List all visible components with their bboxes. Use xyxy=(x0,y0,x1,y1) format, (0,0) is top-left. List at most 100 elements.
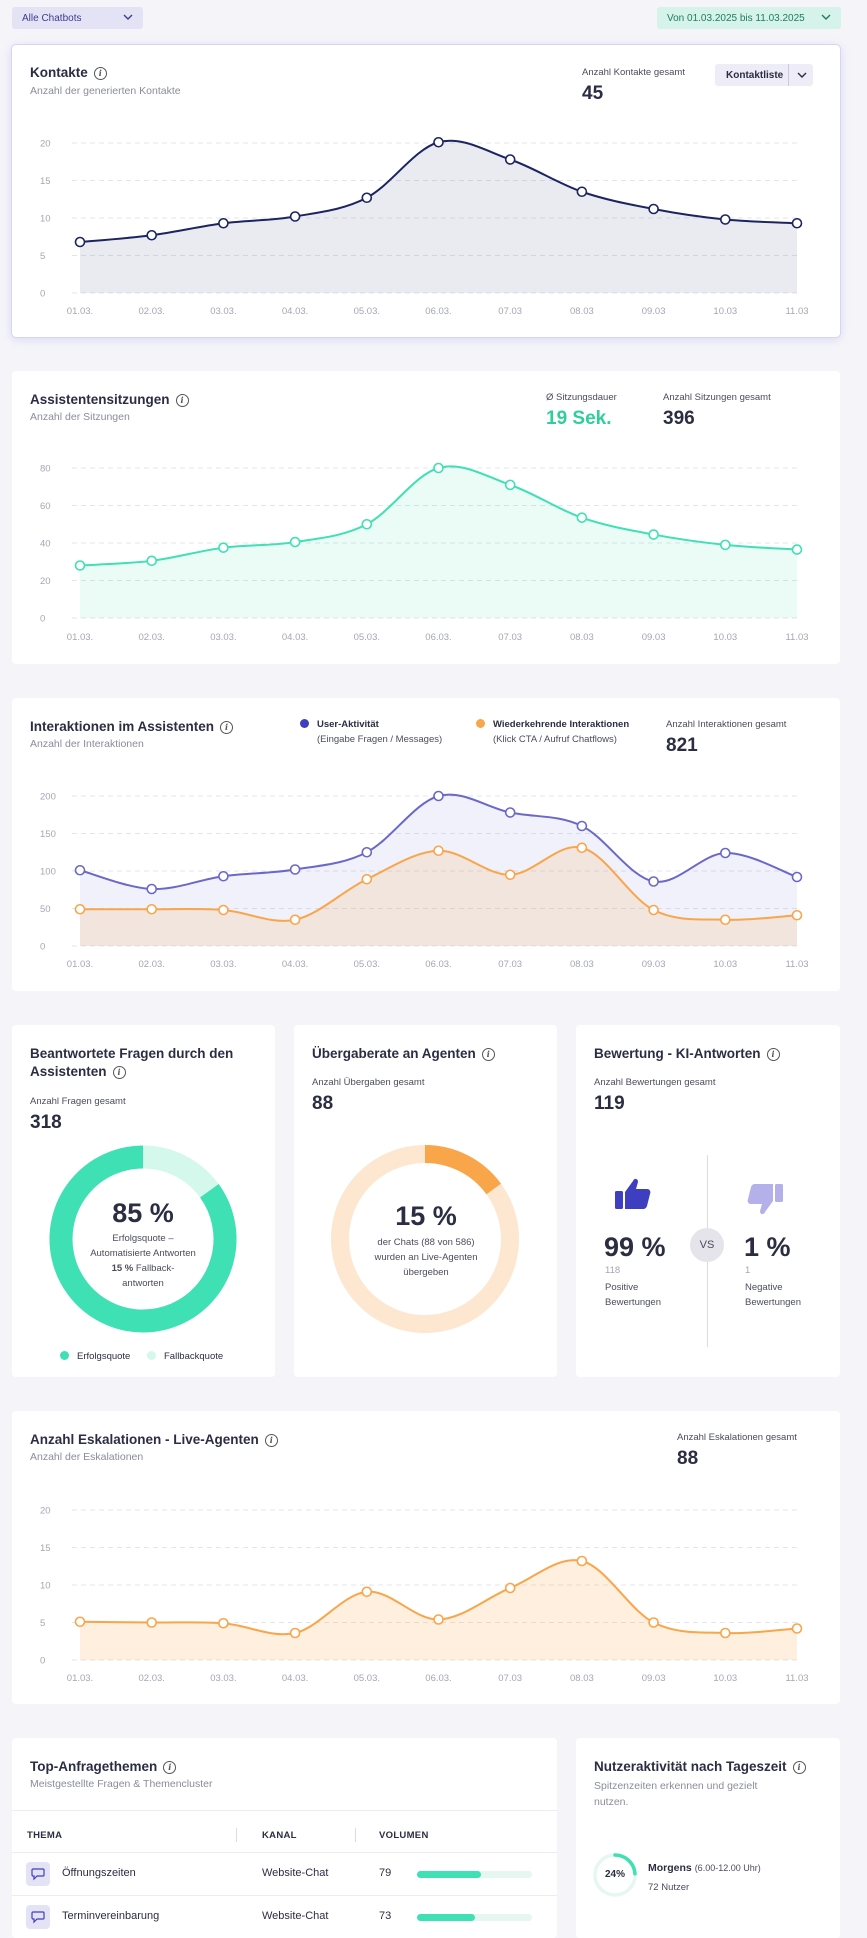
x-tick-label: 03.03. xyxy=(210,306,236,317)
data-point xyxy=(504,869,516,881)
y-tick-label: 20 xyxy=(40,139,51,150)
table-row[interactable]: Terminvereinbarung Website-Chat 73 xyxy=(12,1896,557,1938)
x-tick-label: 02.03. xyxy=(138,959,164,970)
kontaktliste-button[interactable]: Kontaktliste xyxy=(715,64,813,86)
info-icon[interactable]: i xyxy=(264,1434,278,1447)
info-icon[interactable]: i xyxy=(792,1761,806,1774)
data-point xyxy=(433,1614,444,1625)
info-icon[interactable]: i xyxy=(220,721,234,734)
data-point xyxy=(218,904,229,916)
nutzeraktivitaet-subtitle: Spitzenzeiten erkennen und gezielt nutzen… xyxy=(594,1780,758,1808)
fragen-card: Beantwortete Fragen durch den Assistente… xyxy=(12,1025,275,1377)
x-tick-label: 09.03 xyxy=(642,306,666,317)
data-point xyxy=(146,883,157,895)
y-tick-label: 20 xyxy=(40,576,51,587)
x-tick-label: 03.03. xyxy=(210,632,236,643)
x-tick-label: 07.03 xyxy=(498,306,522,317)
x-tick-label: 08.03 xyxy=(570,632,594,643)
data-point xyxy=(791,1623,803,1634)
series-area xyxy=(80,794,797,946)
interaktionen-total-label: Anzahl Interaktionen gesamt xyxy=(666,719,787,730)
y-tick-label: 40 xyxy=(40,539,51,550)
x-tick-label: 08.03 xyxy=(570,1673,594,1684)
chat-bubble-icon xyxy=(26,1862,50,1886)
interaktionen-card: Interaktionen im Assistenten i Anzahl der… xyxy=(12,698,840,991)
data-point xyxy=(576,512,588,523)
y-tick-label: 15 xyxy=(40,1543,51,1554)
data-point xyxy=(146,229,157,241)
sitzungen-total-value: 396 xyxy=(663,408,695,429)
info-icon[interactable]: i xyxy=(93,67,107,80)
data-point xyxy=(648,203,659,215)
chatbot-select[interactable]: Alle Chatbots xyxy=(12,7,143,29)
y-tick-label: 0 xyxy=(40,942,45,953)
positive-percent: 99 % xyxy=(604,1232,666,1262)
data-point xyxy=(576,842,588,854)
y-tick-label: 50 xyxy=(40,904,51,915)
data-point xyxy=(433,845,444,857)
fragen-total-value: 318 xyxy=(30,1112,62,1133)
ring-progress xyxy=(613,1853,637,1876)
data-point xyxy=(433,462,444,474)
chevron-down-icon[interactable] xyxy=(788,64,813,86)
kontakte-card: Kontakte i Anzahl der generierten Kontakt… xyxy=(12,45,840,337)
data-point xyxy=(791,217,803,229)
info-icon[interactable]: i xyxy=(175,394,189,407)
volume-bar-fill xyxy=(417,1914,475,1921)
sitzungen-title: Assistentensitzungen i xyxy=(30,391,189,409)
positive-count: 118 xyxy=(605,1265,621,1276)
volume-bar xyxy=(417,1871,532,1878)
data-point xyxy=(648,1617,659,1628)
info-icon[interactable]: i xyxy=(163,1761,177,1774)
x-tick-label: 09.03 xyxy=(642,959,666,970)
data-point xyxy=(791,544,803,555)
chevron-down-icon xyxy=(123,12,133,25)
date-range-select[interactable]: Von 01.03.2025 bis 11.03.2025 xyxy=(657,7,841,29)
x-tick-label: 11.03 xyxy=(785,306,808,317)
sitzungen-card: Assistentensitzungen i Anzahl der Sitzung… xyxy=(12,371,840,664)
divider xyxy=(355,1828,356,1842)
col-header-volumen: VOLUMEN xyxy=(379,1830,429,1841)
x-tick-label: 07.03 xyxy=(498,959,522,970)
data-point xyxy=(504,154,516,165)
x-tick-label: 10.03 xyxy=(713,632,737,643)
info-icon[interactable]: i xyxy=(481,1048,495,1061)
x-tick-label: 09.03 xyxy=(642,1673,666,1684)
legend-returning-interactions: Wiederkehrende Interaktionen (Klick CTA … xyxy=(476,719,629,745)
bewertung-title: Bewertung - KI-Antworten i xyxy=(594,1045,780,1063)
info-icon[interactable]: i xyxy=(766,1048,780,1061)
series-area xyxy=(80,847,797,946)
info-icon[interactable]: i xyxy=(112,1066,126,1079)
x-tick-label: 02.03. xyxy=(138,632,164,643)
legend-dot xyxy=(147,1351,156,1360)
chevron-down-icon xyxy=(821,12,831,25)
sitzungsdauer-value: 19 Sek. xyxy=(546,408,612,429)
uebergabe-total-label: Anzahl Übergaben gesamt xyxy=(312,1077,425,1088)
x-tick-label: 11.03 xyxy=(785,1673,808,1684)
data-point xyxy=(361,846,373,858)
data-point xyxy=(719,214,731,225)
data-point xyxy=(648,904,659,916)
top-themen-title: Top-Anfragethemen i xyxy=(30,1758,177,1776)
data-point xyxy=(289,211,301,222)
bewertung-total-value: 119 xyxy=(594,1093,625,1114)
data-point xyxy=(289,1627,301,1639)
data-point xyxy=(719,914,731,926)
y-tick-label: 80 xyxy=(40,464,51,475)
x-tick-label: 07.03 xyxy=(498,632,522,643)
negative-percent: 1 % xyxy=(744,1232,791,1262)
data-point xyxy=(791,909,803,921)
fragen-center-percent: 85 % xyxy=(112,1198,174,1228)
donut-slice xyxy=(142,1145,219,1198)
legend-dot xyxy=(60,1351,69,1360)
table-row[interactable]: Öffnungszeiten Website-Chat 79 xyxy=(12,1853,557,1895)
x-tick-label: 10.03 xyxy=(713,959,737,970)
legend-fallbackquote: Fallbackquote xyxy=(147,1351,223,1362)
interaktionen-title: Interaktionen im Assistenten i xyxy=(30,718,234,736)
data-point xyxy=(74,560,86,571)
row-thema: Öffnungszeiten xyxy=(62,1867,136,1879)
activity-period: Morgens (6.00-12.00 Uhr) xyxy=(648,1862,761,1874)
donut-slice xyxy=(49,1145,237,1333)
